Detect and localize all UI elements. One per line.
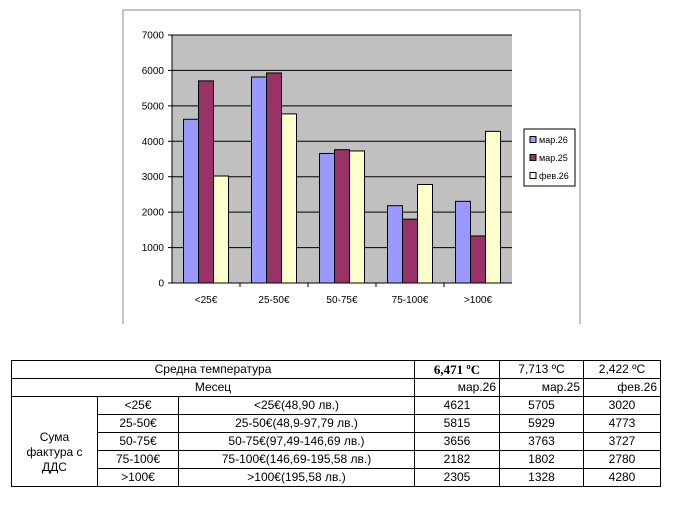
value-cell: 2182 xyxy=(414,450,500,469)
temp-cell: 7,713 ºC xyxy=(499,360,584,379)
legend: мар.26 мар.25 фев.26 xyxy=(523,128,576,187)
value-cell: 3727 xyxy=(583,432,661,451)
table-row: 50-75€ 50-75€(97,49-146,69 лв.) 3656 376… xyxy=(12,432,661,451)
y-tick-label: 3000 xyxy=(142,172,165,183)
temperature-label: Средна температура xyxy=(11,360,415,379)
month-cell: мар.25 xyxy=(499,378,584,397)
bar xyxy=(251,76,267,284)
bar xyxy=(198,80,214,284)
range-short: 75-100€ xyxy=(97,450,179,469)
range-long: 75-100€(146,69-195,58 лв.) xyxy=(178,450,415,469)
table-row: >100€ >100€(195,58 лв.) 2305 1328 4280 xyxy=(12,468,661,487)
bar xyxy=(349,150,365,284)
value-cell: 5929 xyxy=(499,414,584,433)
value-cell: 5705 xyxy=(499,396,584,415)
value-cell: 3020 xyxy=(583,396,661,415)
month-row: Месец мар.26 мар.25 фев.26 xyxy=(11,378,661,397)
bar xyxy=(470,235,486,284)
y-tick-label: 0 xyxy=(158,279,164,290)
bar xyxy=(319,152,335,284)
range-long: <25€(48,90 лв.) xyxy=(178,396,415,415)
x-tick-label: >100€ xyxy=(464,295,493,306)
month-cell: фев.26 xyxy=(583,378,661,397)
table-row: 75-100€ 75-100€(146,69-195,58 лв.) 2182 … xyxy=(12,450,661,469)
x-tick-label: 25-50€ xyxy=(258,295,290,306)
legend-label: фев.26 xyxy=(539,171,569,181)
bar xyxy=(402,218,418,284)
group-label: Сума фактура с ДДС xyxy=(11,396,98,487)
value-cell: 5815 xyxy=(414,414,500,433)
value-cell: 4621 xyxy=(414,396,500,415)
value-cell: 3656 xyxy=(414,432,500,451)
value-cell: 2305 xyxy=(414,468,500,487)
bar xyxy=(387,205,403,284)
bar xyxy=(266,72,282,284)
y-tick-label: 6000 xyxy=(142,66,165,77)
y-axis: 0 1000 2000 3000 4000 5000 6000 7000 xyxy=(142,31,173,290)
value-cell: 1328 xyxy=(499,468,584,487)
value-cell: 2780 xyxy=(583,450,661,469)
x-tick-label: 50-75€ xyxy=(326,295,358,306)
value-cell: 4280 xyxy=(583,468,661,487)
bar xyxy=(485,130,501,284)
bar xyxy=(334,149,350,284)
table-row: Сума фактура с ДДС <25€ <25€(48,90 лв.) … xyxy=(11,396,661,487)
legend-swatch xyxy=(529,154,537,161)
x-tick-label: 75-100€ xyxy=(392,295,429,306)
temp-cell: 2,422 ºC xyxy=(583,360,661,379)
bar xyxy=(183,118,199,284)
bar xyxy=(417,184,433,284)
x-axis: <25€ 25-50€ 50-75€ 75-100€ >100€ xyxy=(172,282,512,306)
range-long: >100€(195,58 лв.) xyxy=(178,468,415,487)
x-tick-label: <25€ xyxy=(195,295,218,306)
bar xyxy=(213,175,229,284)
y-tick-label: 5000 xyxy=(142,101,165,112)
legend-swatch xyxy=(529,172,537,179)
y-tick-label: 7000 xyxy=(142,31,165,42)
value-cell: 1802 xyxy=(499,450,584,469)
data-table: Средна температура 6,471 ºC 7,713 ºC 2,4… xyxy=(11,360,661,487)
temp-cell: 6,471 ºC xyxy=(414,360,500,379)
y-tick-label: 2000 xyxy=(142,208,165,219)
bar-chart: 0 1000 2000 3000 4000 5000 6000 7000 <25€ 25-50€… xyxy=(122,9,581,324)
month-label: Месец xyxy=(11,378,415,397)
range-long: 50-75€(97,49-146,69 лв.) xyxy=(178,432,415,451)
value-cell: 4773 xyxy=(583,414,661,433)
temperature-row: Средна температура 6,471 ºC 7,713 ºC 2,4… xyxy=(11,360,661,379)
range-short: 50-75€ xyxy=(97,432,179,451)
range-long: 25-50€(48,9-97,79 лв.) xyxy=(178,414,415,433)
bar xyxy=(455,200,471,284)
legend-label: мар.26 xyxy=(539,135,568,145)
legend-swatch xyxy=(529,136,537,143)
table-row: 25-50€ 25-50€(48,9-97,79 лв.) 5815 5929 … xyxy=(12,414,661,433)
y-tick-label: 1000 xyxy=(142,243,165,254)
range-short: >100€ xyxy=(97,468,179,487)
bar xyxy=(281,113,297,284)
y-tick-label: 4000 xyxy=(142,137,165,148)
range-short: 25-50€ xyxy=(97,414,179,433)
value-cell: 3763 xyxy=(499,432,584,451)
range-short: <25€ xyxy=(97,396,179,415)
legend-label: мар.25 xyxy=(539,153,568,163)
month-cell: мар.26 xyxy=(414,378,500,397)
